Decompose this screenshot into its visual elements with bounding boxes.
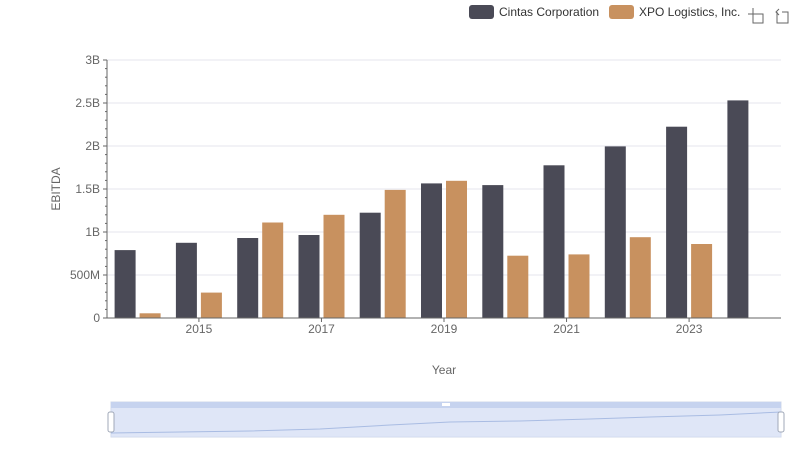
x-tick-label: 2019 — [431, 322, 458, 336]
y-axis: 0 500M 1B 1.5B 2B 2.5B 3B — [70, 53, 108, 325]
bar-xpo-2014[interactable] — [139, 313, 161, 318]
legend-swatch-xpo — [609, 5, 634, 19]
bar-xpo-2015[interactable] — [200, 292, 222, 318]
bar-cintas-2021[interactable] — [543, 165, 565, 318]
legend-item-xpo[interactable]: XPO Logistics, Inc. — [609, 5, 740, 19]
bar-xpo-2016[interactable] — [262, 222, 284, 319]
x-tick-label: 2017 — [308, 322, 335, 336]
x-tick-label: 2021 — [553, 322, 580, 336]
bar-cintas-2024[interactable] — [727, 100, 749, 319]
legend-label-cintas: Cintas Corporation — [499, 5, 599, 19]
legend-swatch-cintas — [469, 5, 494, 19]
y-tick-label: 1.5B — [75, 182, 100, 196]
x-axis-title: Year — [432, 363, 456, 377]
bar-xpo-2020[interactable] — [507, 255, 529, 318]
legend-item-cintas[interactable]: Cintas Corporation — [469, 5, 599, 19]
restore-icon[interactable] — [775, 8, 789, 24]
y-tick-label: 0 — [93, 311, 100, 325]
bar-xpo-2021[interactable] — [568, 254, 590, 318]
x-axis: 2015 2017 2019 2021 2023 — [107, 317, 781, 336]
y-tick-label: 1B — [85, 225, 100, 239]
slider-handle-left[interactable] — [107, 411, 115, 433]
bar-cintas-2015[interactable] — [175, 242, 197, 319]
bar-xpo-2022[interactable] — [629, 237, 651, 318]
bar-cintas-2019[interactable] — [421, 183, 442, 318]
y-tick-label: 500M — [70, 268, 100, 282]
bar-cintas-2014[interactable] — [114, 250, 136, 318]
bar-xpo-2019[interactable] — [446, 180, 467, 318]
bar-cintas-2023[interactable] — [666, 126, 688, 318]
bars — [114, 100, 749, 319]
bar-cintas-2022[interactable] — [604, 146, 626, 318]
bar-xpo-2023[interactable] — [691, 244, 713, 318]
bar-cintas-2020[interactable] — [482, 185, 504, 318]
legend[interactable]: Cintas Corporation XPO Logistics, Inc. — [469, 5, 740, 19]
y-tick-label: 2.5B — [75, 96, 100, 110]
y-tick-label: 2B — [85, 139, 100, 153]
legend-label-xpo: XPO Logistics, Inc. — [639, 5, 740, 19]
data-zoom-slider[interactable] — [107, 401, 785, 438]
bar-xpo-2017[interactable] — [323, 214, 345, 318]
zoom-icon[interactable] — [748, 8, 764, 24]
x-tick-label: 2015 — [186, 322, 213, 336]
bar-xpo-2018[interactable] — [384, 189, 406, 318]
slider-drag-grip[interactable] — [442, 403, 450, 406]
slider-preview-line — [110, 411, 782, 434]
y-tick-label: 3B — [85, 53, 100, 67]
bar-cintas-2016[interactable] — [237, 238, 259, 318]
bar-cintas-2017[interactable] — [298, 235, 320, 318]
slider-handle-right[interactable] — [777, 411, 785, 433]
y-axis-title: EBITDA — [49, 167, 63, 210]
x-tick-label: 2023 — [676, 322, 703, 336]
bar-cintas-2018[interactable] — [359, 212, 381, 318]
